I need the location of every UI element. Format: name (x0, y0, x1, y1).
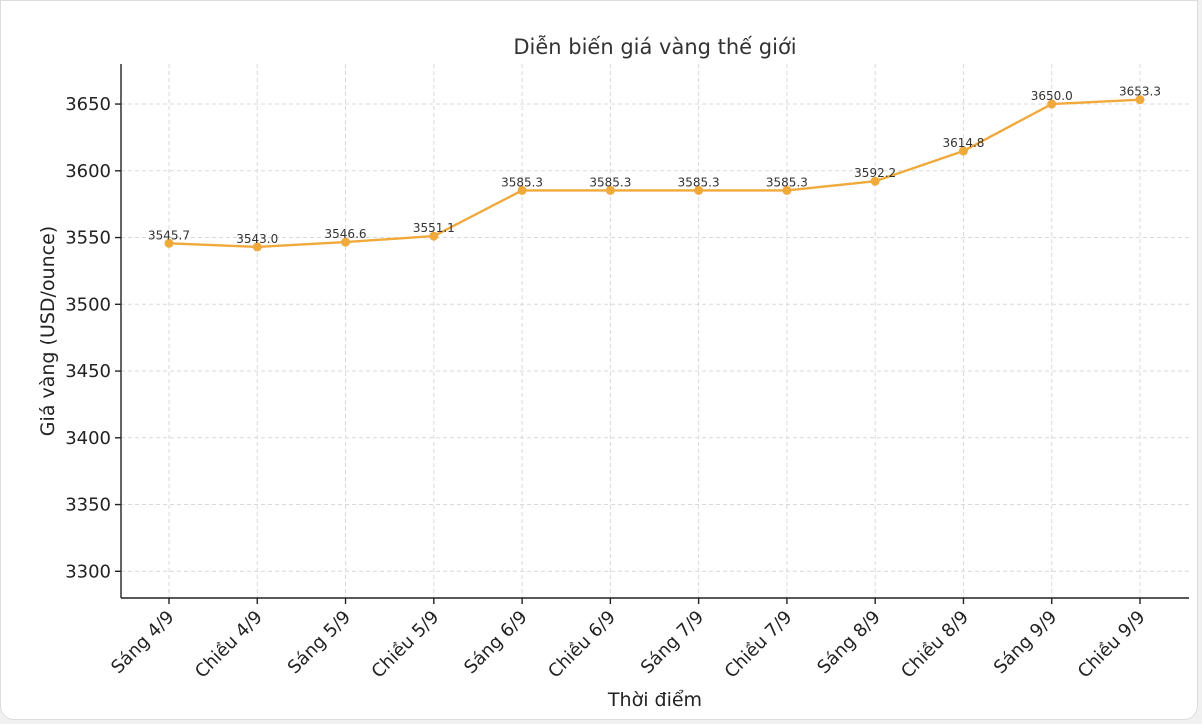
y-tick-label: 3550 (65, 228, 111, 249)
series-gia-vang (164, 95, 1145, 252)
grid-layer (121, 64, 1189, 598)
data-point (782, 185, 792, 195)
x-tick-label: Chiều 8/9 (897, 607, 973, 683)
y-tick-label: 3650 (65, 94, 111, 115)
y-tick-label: 3300 (65, 561, 111, 582)
data-point (1047, 99, 1057, 109)
x-tick-label: Sáng 6/9 (460, 607, 531, 678)
data-point (870, 176, 880, 186)
y-tick-label: 3400 (65, 428, 111, 449)
x-tick-label: Sáng 5/9 (284, 607, 355, 678)
x-tick-label: Sáng 8/9 (813, 607, 884, 678)
y-axis-label: Giá vàng (USD/ounce) (37, 226, 59, 436)
x-tick-label: Sáng 9/9 (990, 607, 1061, 678)
y-tick-label: 3600 (65, 161, 111, 182)
x-tick-label: Chiều 5/9 (368, 607, 444, 683)
data-point (1135, 95, 1145, 105)
x-tick-label: Chiều 7/9 (721, 607, 797, 683)
data-label: 3551.1 (413, 221, 455, 235)
data-label: 3653.3 (1119, 85, 1161, 99)
data-point (517, 185, 527, 195)
x-tick-label: Chiều 4/9 (191, 607, 267, 683)
x-tick-label: Sáng 4/9 (107, 607, 178, 678)
axes-layer (115, 64, 1189, 604)
data-point (605, 185, 615, 195)
data-label: 3546.6 (325, 227, 367, 241)
y-tick-labels: 3300 3350 3400 3450 3500 3550 3600 3650 (65, 94, 111, 582)
x-tick-label: Chiều 9/9 (1074, 607, 1150, 683)
data-label: 3614.8 (942, 136, 984, 150)
x-tick-label: Sáng 7/9 (637, 607, 708, 678)
data-label: 3585.3 (589, 175, 631, 189)
y-tick-label: 3500 (65, 294, 111, 315)
data-point (341, 237, 351, 247)
data-labels: 3545.7 3543.0 3546.6 3551.1 3585.3 3585.3 3585… (148, 85, 1161, 246)
data-point (164, 238, 174, 248)
x-tick-label: Chiều 6/9 (544, 607, 620, 683)
data-point (694, 185, 704, 195)
data-label: 3585.3 (678, 175, 720, 189)
x-tick-labels: Sáng 4/9 Chiều 4/9 Sáng 5/9 Chiều 5/9 Sáng 6… (107, 607, 1149, 683)
series-line (168, 98, 1141, 249)
data-label: 3545.7 (148, 228, 190, 242)
data-point (958, 146, 968, 156)
y-tick-label: 3350 (65, 495, 111, 516)
data-label: 3650.0 (1031, 89, 1073, 103)
data-point (252, 242, 262, 252)
data-label: 3585.3 (501, 175, 543, 189)
data-label: 3592.2 (854, 166, 896, 180)
data-label: 3585.3 (766, 175, 808, 189)
x-axis-label: Thời điểm (607, 689, 702, 711)
data-point (429, 231, 439, 241)
y-tick-label: 3450 (65, 361, 111, 382)
chart-title: Diễn biến giá vàng thế giới (513, 34, 796, 59)
data-label: 3543.0 (236, 232, 278, 246)
